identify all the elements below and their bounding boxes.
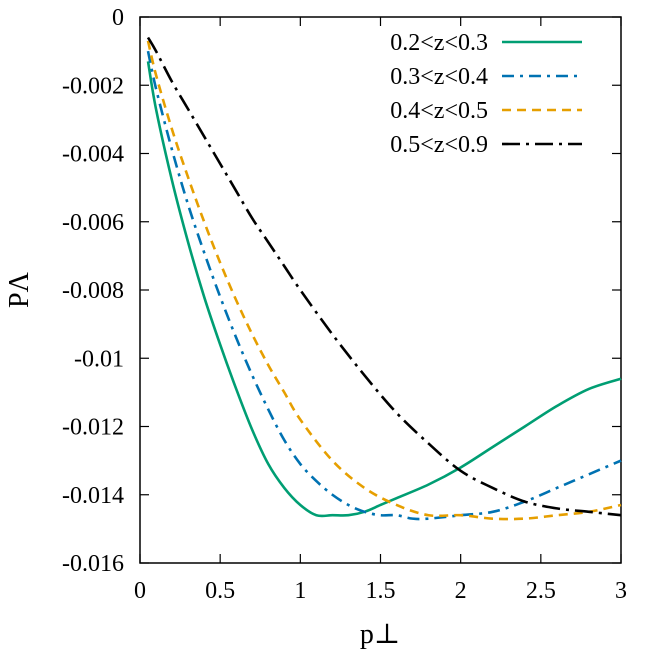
x-tick-label: 2.5	[526, 578, 556, 604]
series-lines	[146, 36, 622, 521]
legend-label: 0.2<z<0.3	[390, 30, 488, 56]
legend: 0.2<z<0.3 0.3<z<0.4 0.4<z<0.5 0.5<z<0.9	[390, 30, 582, 158]
x-axis-label: p⊥	[360, 619, 400, 650]
y-tick-label: -0.006	[62, 210, 124, 236]
legend-label: 0.4<z<0.5	[390, 98, 488, 124]
series-line-1	[146, 50, 622, 521]
x-tick-label: 0	[134, 578, 146, 604]
y-tick-label: -0.008	[62, 278, 124, 304]
tick-labels: 0 0.5 1 1.5 2 2.5 3 0 -0.002 -0.004 -0.006 -0.008 -0…	[62, 5, 627, 604]
x-tick-label: 1	[294, 578, 306, 604]
y-tick-label: 0	[112, 5, 124, 31]
y-tick-label: -0.012	[62, 415, 124, 441]
series-line-2	[146, 40, 622, 521]
y-tick-label: -0.016	[62, 551, 124, 577]
ticks	[139, 16, 622, 564]
y-tick-label: -0.002	[62, 73, 124, 99]
series-line-3	[146, 36, 622, 517]
y-tick-label: -0.014	[62, 483, 124, 509]
plot-frame	[139, 16, 622, 564]
x-tick-label: 2	[455, 578, 467, 604]
y-tick-label: -0.01	[74, 346, 124, 372]
x-tick-label: 0.5	[205, 578, 235, 604]
legend-label: 0.3<z<0.4	[390, 64, 488, 90]
y-axis-label: PΛ	[4, 271, 35, 308]
x-tick-label: 1.5	[366, 578, 396, 604]
legend-label: 0.5<z<0.9	[390, 132, 488, 158]
x-tick-label: 3	[615, 578, 627, 604]
y-tick-label: -0.004	[62, 142, 124, 168]
series-line-0	[146, 61, 622, 518]
